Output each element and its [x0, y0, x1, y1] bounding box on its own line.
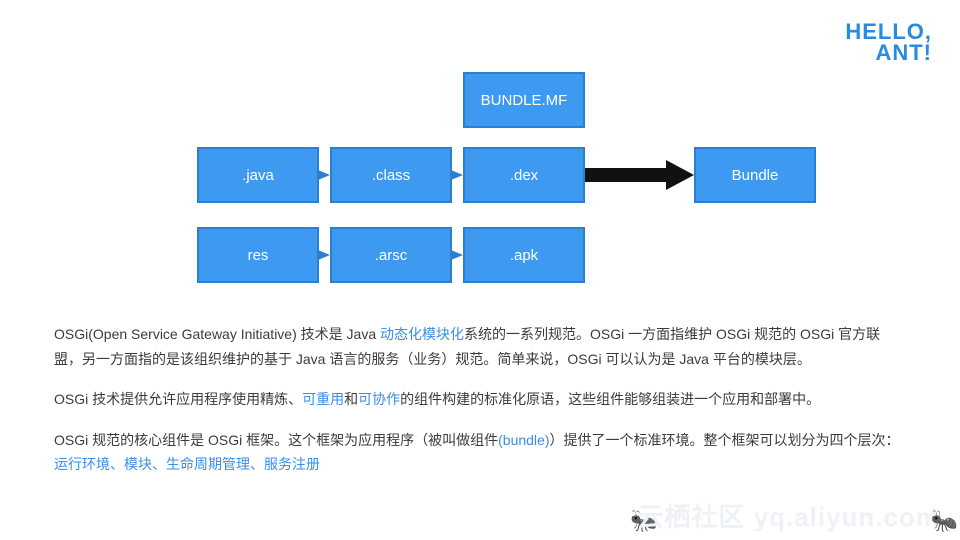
highlight-dynamic-module: 动态化模块化	[380, 326, 464, 342]
highlight-cooperative: 可协作	[358, 391, 400, 407]
highlight-layers: 运行环境、模块、生命周期管理、服务注册	[54, 456, 320, 472]
description-text: OSGi(Open Service Gateway Initiative) 技术…	[54, 322, 906, 493]
watermark: 云栖社区 yq.aliyun.com	[637, 497, 940, 534]
highlight-reusable: 可重用	[302, 391, 344, 407]
paragraph-3: OSGi 规范的核心组件是 OSGi 框架。这个框架为应用程序（被叫做组件(bu…	[54, 428, 906, 477]
paragraph-1: OSGi(Open Service Gateway Initiative) 技术…	[54, 322, 906, 371]
ant-icon: 🐜	[931, 508, 958, 534]
paragraph-2: OSGi 技术提供允许应用程序使用精炼、可重用和可协作的组件构建的标准化原语，这…	[54, 387, 906, 412]
highlight-bundle: (bundle)	[498, 432, 549, 448]
